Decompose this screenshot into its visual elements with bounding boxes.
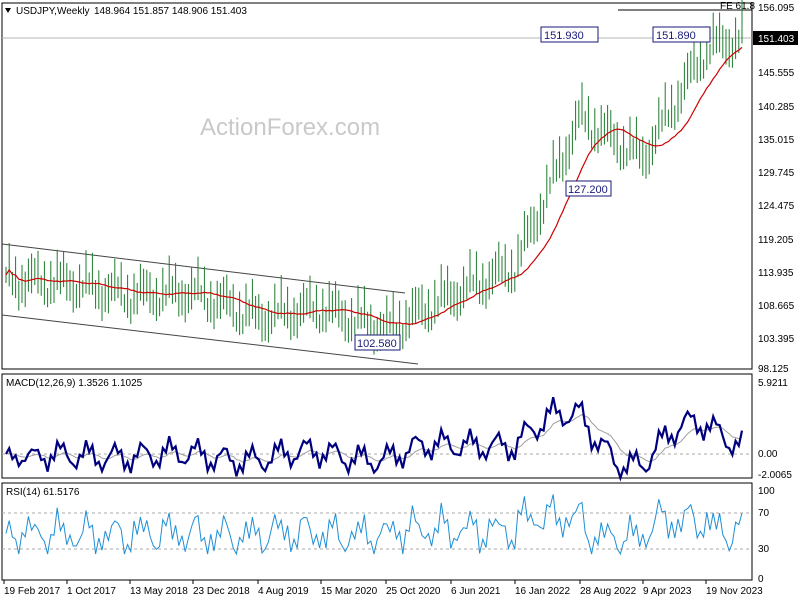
price-axis: 156.095 151.403 145.555 140.285 135.015 … [753,3,798,375]
label-151890-text: 151.890 [656,30,696,42]
channel-upper-line [1,243,406,294]
rsi-tick-0: 0 [758,574,764,585]
rsi-tick-100: 100 [758,486,775,497]
header-ohlc: 148.964 151.857 148.906 151.403 [94,6,247,17]
label-127200-text: 127.200 [568,184,608,196]
time-tick-label: 23 Dec 2018 [193,586,250,597]
macd-signal-line [5,413,743,463]
label-151890: 151.890 [652,26,711,43]
time-tick-label: 1 Oct 2017 [67,586,116,597]
time-tick-label: 6 Jun 2021 [451,586,501,597]
time-tick-label: 19 Feb 2017 [4,586,61,597]
price-tick-140285: 140.285 [758,102,795,113]
time-tick-label: 9 Apr 2023 [643,586,692,597]
rsi-tick-70: 70 [758,508,770,519]
label-102580-text: 102.580 [357,338,397,350]
time-tick-label: 19 Nov 2023 [706,586,763,597]
header-arrow-icon [5,8,11,13]
label-127200: 127.200 [565,180,612,197]
watermark: ActionForex.com [200,114,380,141]
macd-tick-min: -2.0065 [758,470,792,481]
price-tick-119205: 119.205 [758,235,794,246]
time-tick-label: 4 Aug 2019 [258,586,309,597]
price-tick-129745: 129.745 [758,168,795,179]
time-tick-label: 13 May 2018 [130,586,188,597]
time-tick-label: 28 Aug 2022 [580,586,637,597]
price-tick-124475: 124.475 [758,201,795,212]
rsi-panel-frame [1,482,753,581]
macd-tick-zero: 0.00 [758,449,778,460]
moving-average-line [5,46,743,326]
price-tick-103395: 103.395 [758,334,795,345]
time-tick-label: 16 Jan 2022 [515,586,570,597]
header-symbol: USDJPY,Weekly [16,6,90,17]
time-tick-label: 25 Oct 2020 [386,586,441,597]
rsi-tick-30: 30 [758,544,770,555]
label-151930-text: 151.930 [544,30,584,42]
time-axis: 19 Feb 2017 1 Oct 2017 13 May 2018 23 Dec 2… [3,580,763,597]
fe-label: FE 61.8 [720,1,755,12]
macd-line [5,396,744,482]
last-price-text: 151.403 [758,34,795,45]
time-tick-label: 15 Mar 2020 [321,586,378,597]
price-tick-98125: 98.125 [758,364,789,375]
last-price-badge [753,31,798,45]
label-102580: 102.580 [354,334,401,351]
macd-label: MACD(12,26,9) 1.3526 1.1025 [6,378,143,389]
channel-lower-line [1,314,419,365]
price-panel-frame [1,2,753,370]
price-tick-113935: 113.935 [758,268,794,279]
rsi-line [5,494,743,556]
price-tick-156095: 156.095 [758,3,795,14]
chart-header: USDJPY,Weekly 148.964 151.857 148.906 15… [5,6,247,17]
price-tick-135015: 135.015 [758,135,795,146]
rsi-label: RSI(14) 61.5176 [6,487,80,498]
macd-tick-max: 5.9211 [758,378,788,389]
label-151930: 151.930 [540,26,599,43]
price-tick-145555: 145.555 [758,68,795,79]
price-tick-108665: 108.665 [758,301,795,312]
